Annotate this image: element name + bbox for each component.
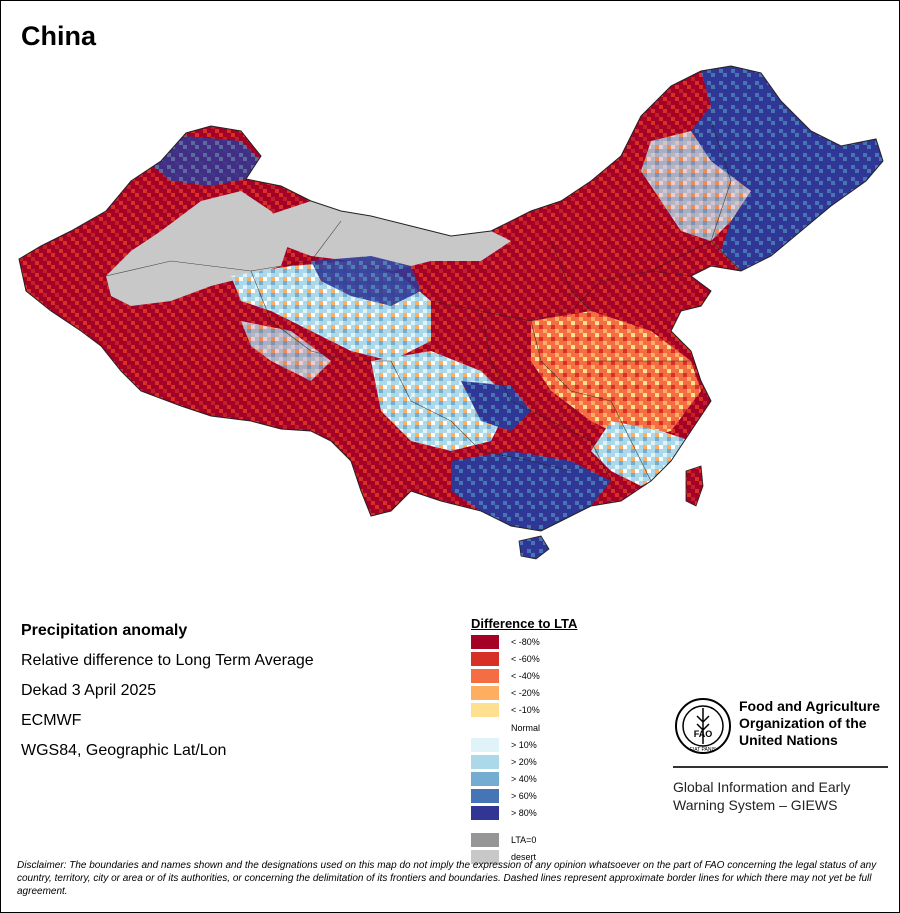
- info-source: ECMWF: [21, 712, 82, 729]
- fao-divider: [673, 766, 888, 768]
- legend-swatch: [471, 833, 499, 847]
- giews-line2: Warning System – GIEWS: [673, 797, 838, 813]
- province-borders: [105, 120, 742, 482]
- anomaly-raster: [19, 66, 883, 531]
- legend-label: < -80%: [511, 637, 540, 647]
- fao-name-line2: Organization of the: [739, 715, 867, 731]
- legend-swatch: [471, 703, 499, 717]
- hainan-island: [518, 535, 550, 560]
- legend-title: Difference to LTA: [471, 616, 578, 631]
- legend-label: < -20%: [511, 688, 540, 698]
- giews-line1: Global Information and Early: [673, 779, 851, 795]
- legend: Difference to LTA < -80% < -60% < -40% < -2…: [471, 616, 578, 864]
- country-outline: [18, 65, 884, 532]
- fao-logo-motto: FIAT PANIS: [690, 747, 717, 753]
- legend-label: Normal: [511, 723, 541, 733]
- fao-name-line3: United Nations: [739, 732, 838, 748]
- info-projection: WGS84, Geographic Lat/Lon: [21, 742, 227, 759]
- wet-area-sichuan-east: [461, 381, 531, 431]
- fao-logo: FAO FIAT PANIS: [675, 698, 731, 754]
- legend-label: desert: [511, 852, 537, 862]
- fao-logo-text: FAO: [694, 729, 713, 739]
- dry-area-central: [531, 311, 701, 441]
- legend-label: > 10%: [511, 740, 537, 750]
- legend-label: LTA=0: [511, 835, 537, 845]
- legend-swatch: [471, 738, 499, 752]
- precipitation-anomaly-map: [18, 65, 884, 560]
- legend-swatch: [471, 772, 499, 786]
- legend-label: > 40%: [511, 774, 537, 784]
- wet-area-northeast: [691, 66, 883, 271]
- legend-label: < -40%: [511, 671, 540, 681]
- legend-label: < -10%: [511, 705, 540, 715]
- desert-area-gobi: [251, 201, 511, 271]
- fao-name-line1: Food and Agriculture: [739, 698, 881, 714]
- legend-swatch: [471, 635, 499, 649]
- fao-name: Food and Agriculture Organization of the…: [739, 698, 880, 749]
- info-heading: Precipitation anomaly: [21, 622, 188, 639]
- legend-label: > 20%: [511, 757, 537, 767]
- mixed-area-northeast: [641, 131, 751, 241]
- legend-swatch: [471, 850, 499, 864]
- legend-label: < -60%: [511, 654, 540, 664]
- mixed-area-sichuan: [371, 351, 511, 451]
- legend-swatch: [471, 806, 499, 820]
- legend-swatch: [471, 721, 499, 735]
- legend-swatch: [471, 755, 499, 769]
- info-subtitle: Relative difference to Long Term Average: [21, 652, 314, 669]
- info-period: Dekad 3 April 2025: [21, 682, 157, 699]
- legend-swatch: [471, 669, 499, 683]
- legend-label: > 60%: [511, 791, 537, 801]
- legend-swatch: [471, 686, 499, 700]
- legend-label: > 80%: [511, 808, 537, 818]
- map-title: China: [21, 21, 97, 51]
- map-info: Precipitation anomaly Relative differenc…: [21, 621, 314, 771]
- giews-label: Global Information and Early Warning Sys…: [673, 778, 888, 814]
- legend-swatch: [471, 789, 499, 803]
- legend-swatch: [471, 652, 499, 666]
- wet-area-gansu: [311, 256, 421, 306]
- disclaimer: Disclaimer: The boundaries and names sho…: [17, 860, 877, 897]
- taiwan-island: [685, 465, 704, 507]
- mixed-area-tibet-east: [241, 321, 331, 381]
